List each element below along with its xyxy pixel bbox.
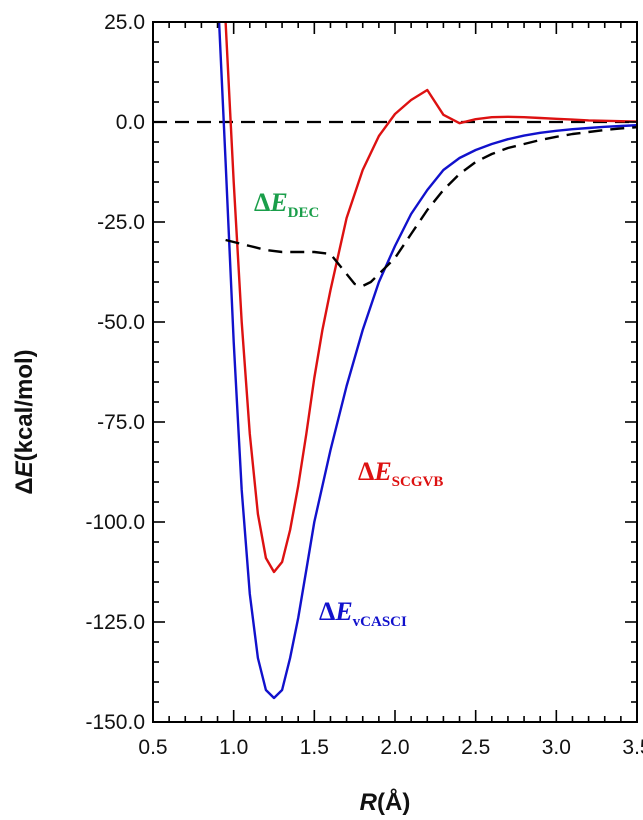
series-line-scgvb bbox=[224, 22, 637, 574]
y-tick-label: -100.0 bbox=[85, 511, 145, 534]
y-tick-label: -75.0 bbox=[97, 411, 145, 434]
x-tick-label: 0.5 bbox=[138, 736, 167, 759]
y-tick-label: -150.0 bbox=[85, 711, 145, 734]
x-tick-label: 1.5 bbox=[300, 736, 329, 759]
x-tick-label: 3.5 bbox=[622, 736, 643, 759]
y-tick-label: -50.0 bbox=[97, 311, 145, 334]
x-tick-label: 1.0 bbox=[219, 736, 248, 759]
y-tick-label: 0.0 bbox=[116, 111, 145, 134]
y-axis-title: ΔE(kcal/mol) bbox=[11, 349, 38, 494]
series-layer bbox=[153, 22, 637, 700]
tick-layer bbox=[152, 21, 638, 723]
y-tick-label: 25.0 bbox=[104, 11, 145, 34]
x-tick-label: 3.0 bbox=[542, 736, 571, 759]
series-label-dec: ΔEDEC bbox=[254, 188, 319, 221]
y-tick-label: -25.0 bbox=[97, 211, 145, 234]
x-tick-label: 2.5 bbox=[461, 736, 490, 759]
x-axis-title: R(Å) bbox=[360, 788, 411, 816]
x-tick-label: 2.0 bbox=[380, 736, 409, 759]
series-line-dec bbox=[225, 126, 637, 288]
label-layer: 0.5 1.0 1.5 2.0 2.5 3.0 3.5 25.0 0.0 -25.0 -50.0 -7… bbox=[85, 11, 643, 759]
series-line-vcasci bbox=[217, 22, 637, 700]
y-tick-label: -125.0 bbox=[85, 611, 145, 634]
series-label-vcasci: ΔEvCASCI bbox=[319, 597, 407, 630]
series-label-scgvb: ΔESCGVB bbox=[358, 457, 443, 490]
